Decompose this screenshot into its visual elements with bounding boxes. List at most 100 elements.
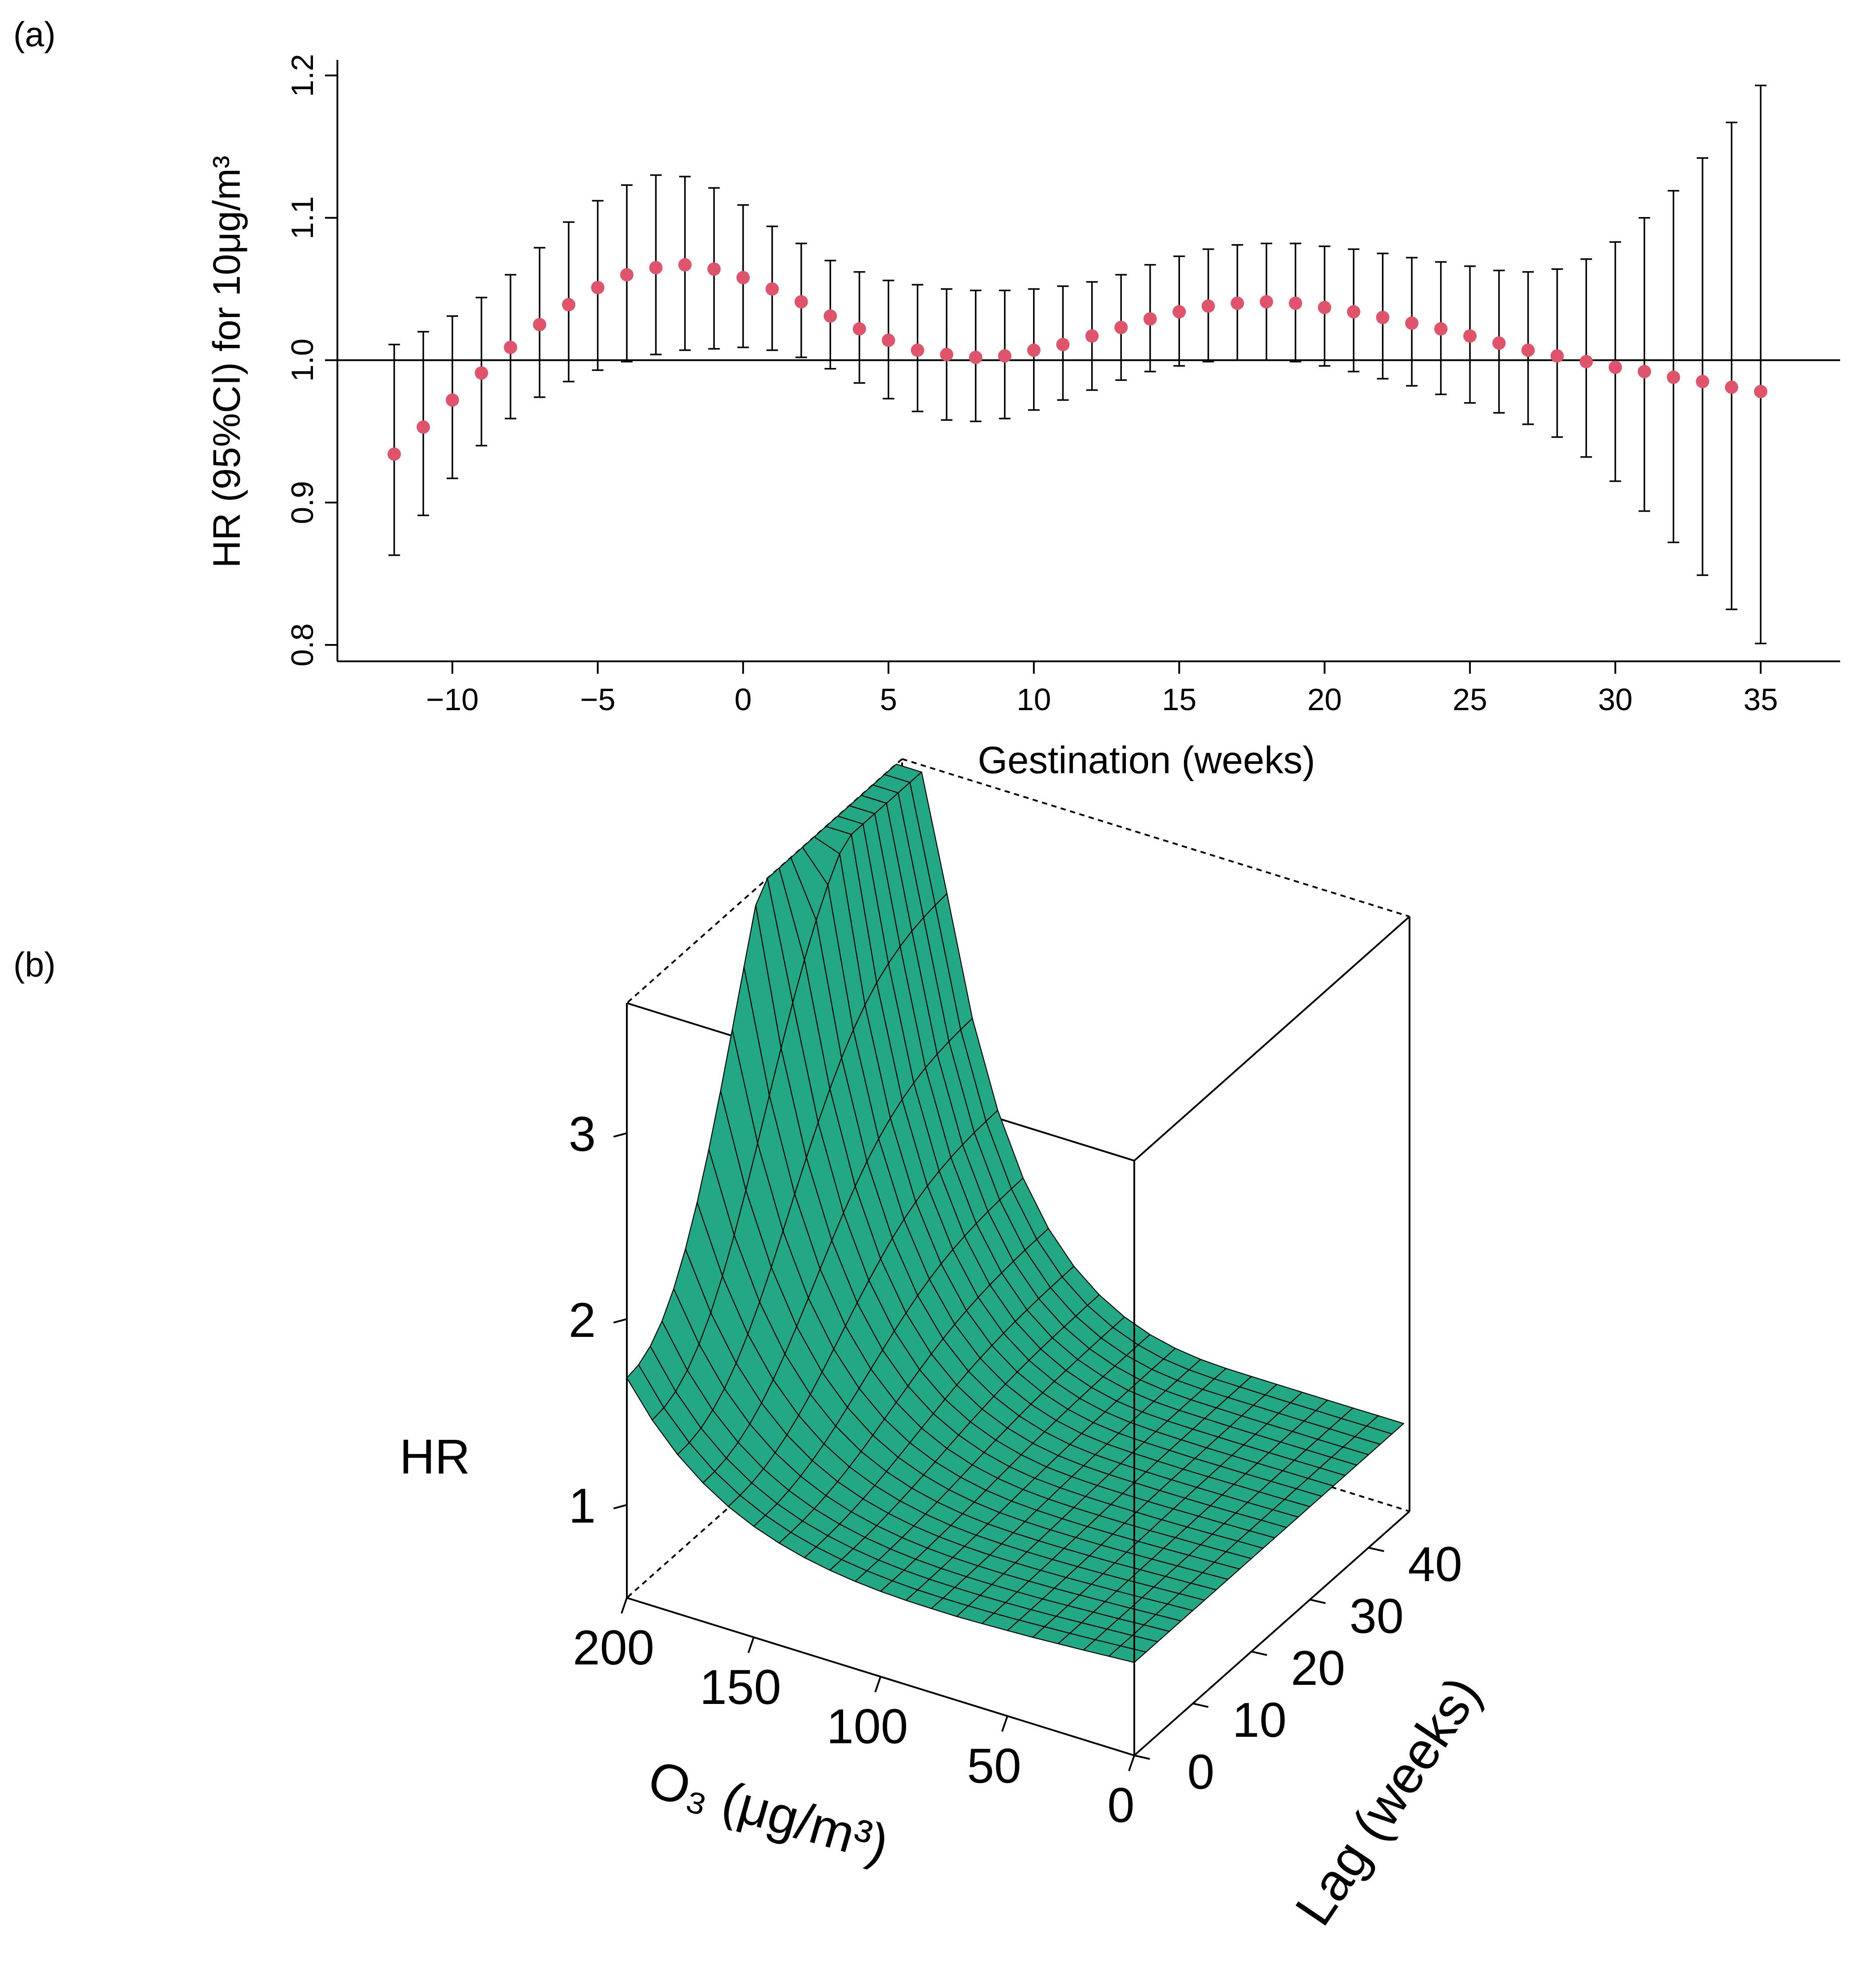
lag-tick-label: 0 [1187, 1745, 1214, 1799]
o3-tick-label: 100 [827, 1699, 908, 1754]
hr-surface [626, 763, 1404, 1663]
hr-point [969, 351, 982, 364]
hr-point [998, 349, 1012, 363]
hr-point [1608, 360, 1622, 374]
hr-point [824, 309, 837, 323]
error-bar [1755, 84, 1766, 644]
z-tick [613, 1504, 627, 1510]
z-tick [613, 1132, 627, 1138]
hr-point [707, 262, 721, 276]
box-edge [1133, 1510, 1410, 1756]
x-tick-label: 25 [1453, 682, 1487, 717]
y-tick-label: 1.0 [285, 339, 320, 382]
lag-axis-title: Lag (weeks) [1284, 1666, 1492, 1936]
panel-a-label: (a) [13, 15, 55, 54]
hr-point [765, 282, 779, 296]
hr-point [1492, 336, 1506, 350]
z-tick-label: 3 [569, 1107, 596, 1162]
hr-point [1754, 385, 1767, 399]
panel-b-label: (b) [13, 945, 55, 984]
hr-point [1696, 375, 1710, 388]
lag-tick [1310, 1598, 1326, 1604]
hr-point [1318, 300, 1331, 314]
hr-point [1667, 370, 1680, 384]
z-tick-label: 2 [569, 1293, 596, 1348]
hr-point [1463, 329, 1477, 343]
hr-point [1027, 344, 1041, 357]
hr-point [562, 298, 575, 312]
x-tick-label: 30 [1598, 682, 1633, 717]
hr-point [1085, 329, 1099, 343]
hr-point [649, 261, 663, 275]
x-tick-label: 20 [1307, 682, 1342, 717]
hr-point [794, 295, 808, 308]
hr-point [1172, 305, 1186, 319]
hr-point [852, 322, 866, 336]
hr-point [1143, 312, 1157, 326]
o3-tick [1128, 1755, 1135, 1771]
hr-point [416, 420, 430, 434]
hr-point [1434, 322, 1448, 336]
hr-point [591, 281, 605, 294]
o3-tick-label: 0 [1107, 1778, 1134, 1833]
lag-tick [1192, 1703, 1209, 1708]
o3-tick [621, 1597, 628, 1614]
hr-point [678, 258, 692, 272]
hr-point [1231, 296, 1244, 310]
error-bar [1639, 217, 1651, 512]
hr-point [1259, 295, 1273, 308]
hr-point [1638, 365, 1651, 379]
z-tick-label: 1 [569, 1479, 596, 1533]
hr-point [736, 271, 750, 285]
error-bar [1726, 122, 1738, 610]
hr-point [1114, 320, 1128, 334]
z-tick [613, 1318, 627, 1324]
lag-tick-label: 20 [1291, 1641, 1345, 1696]
hr-forest-plot: −10 −5 0 5 10 15 20 25 30 35 0.8 0.9 1.0 1.1 1.2 Gestin… [206, 54, 1840, 782]
hr-point [620, 268, 634, 282]
x-tick-label: 5 [880, 682, 897, 717]
box-hidden-edge [902, 758, 1410, 917]
hr-point [1580, 355, 1593, 368]
box-edge [1133, 916, 1410, 1162]
x-tick-label: 0 [734, 682, 752, 717]
hr-point [1201, 299, 1215, 313]
x-tick-label: 10 [1017, 682, 1051, 717]
hr-point [1725, 380, 1738, 394]
x-axis-title: Gestination (weeks) [978, 739, 1315, 782]
y-tick-label: 1.1 [285, 196, 320, 239]
hr-point [1550, 349, 1564, 363]
lag-tick-label: 40 [1408, 1537, 1462, 1592]
lag-tick [1134, 1755, 1150, 1760]
hr-point [1521, 344, 1535, 357]
o3-tick [747, 1637, 755, 1653]
x-tick-label: −5 [580, 682, 616, 717]
o3-tick [1001, 1715, 1009, 1732]
o3-tick-label: 50 [967, 1739, 1021, 1793]
o3-axis-title: O₃ (μg/m³) [642, 1750, 895, 1874]
y-tick-label: 1.2 [285, 54, 320, 97]
hr-point [1289, 296, 1303, 310]
lag-tick-label: 10 [1232, 1693, 1287, 1747]
error-bar [1697, 157, 1709, 576]
y-tick-label: 0.8 [285, 623, 320, 666]
x-tick-label: 15 [1162, 682, 1196, 717]
hr-point [1376, 311, 1390, 324]
hr-point [503, 340, 517, 354]
hr-point [882, 333, 895, 347]
hr-point [1405, 316, 1419, 330]
error-bar [1667, 190, 1679, 543]
lag-tick [1251, 1651, 1267, 1656]
x-tick-label: −10 [426, 682, 479, 717]
hr-point [388, 447, 401, 461]
y-axis-title: HR (95%CI) for 10μg/m³ [206, 156, 248, 568]
o3-tick [874, 1676, 882, 1693]
o3-tick-label: 150 [700, 1660, 781, 1715]
lag-tick [1368, 1546, 1385, 1552]
lag-tick-label: 30 [1350, 1589, 1404, 1644]
hr-point [445, 393, 459, 407]
surface-cell [1108, 1645, 1147, 1663]
hr-point [475, 366, 488, 380]
x-tick-label: 35 [1743, 682, 1778, 717]
